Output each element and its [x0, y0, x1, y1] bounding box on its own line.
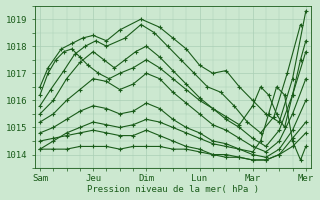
X-axis label: Pression niveau de la mer( hPa ): Pression niveau de la mer( hPa ) [87, 185, 259, 194]
